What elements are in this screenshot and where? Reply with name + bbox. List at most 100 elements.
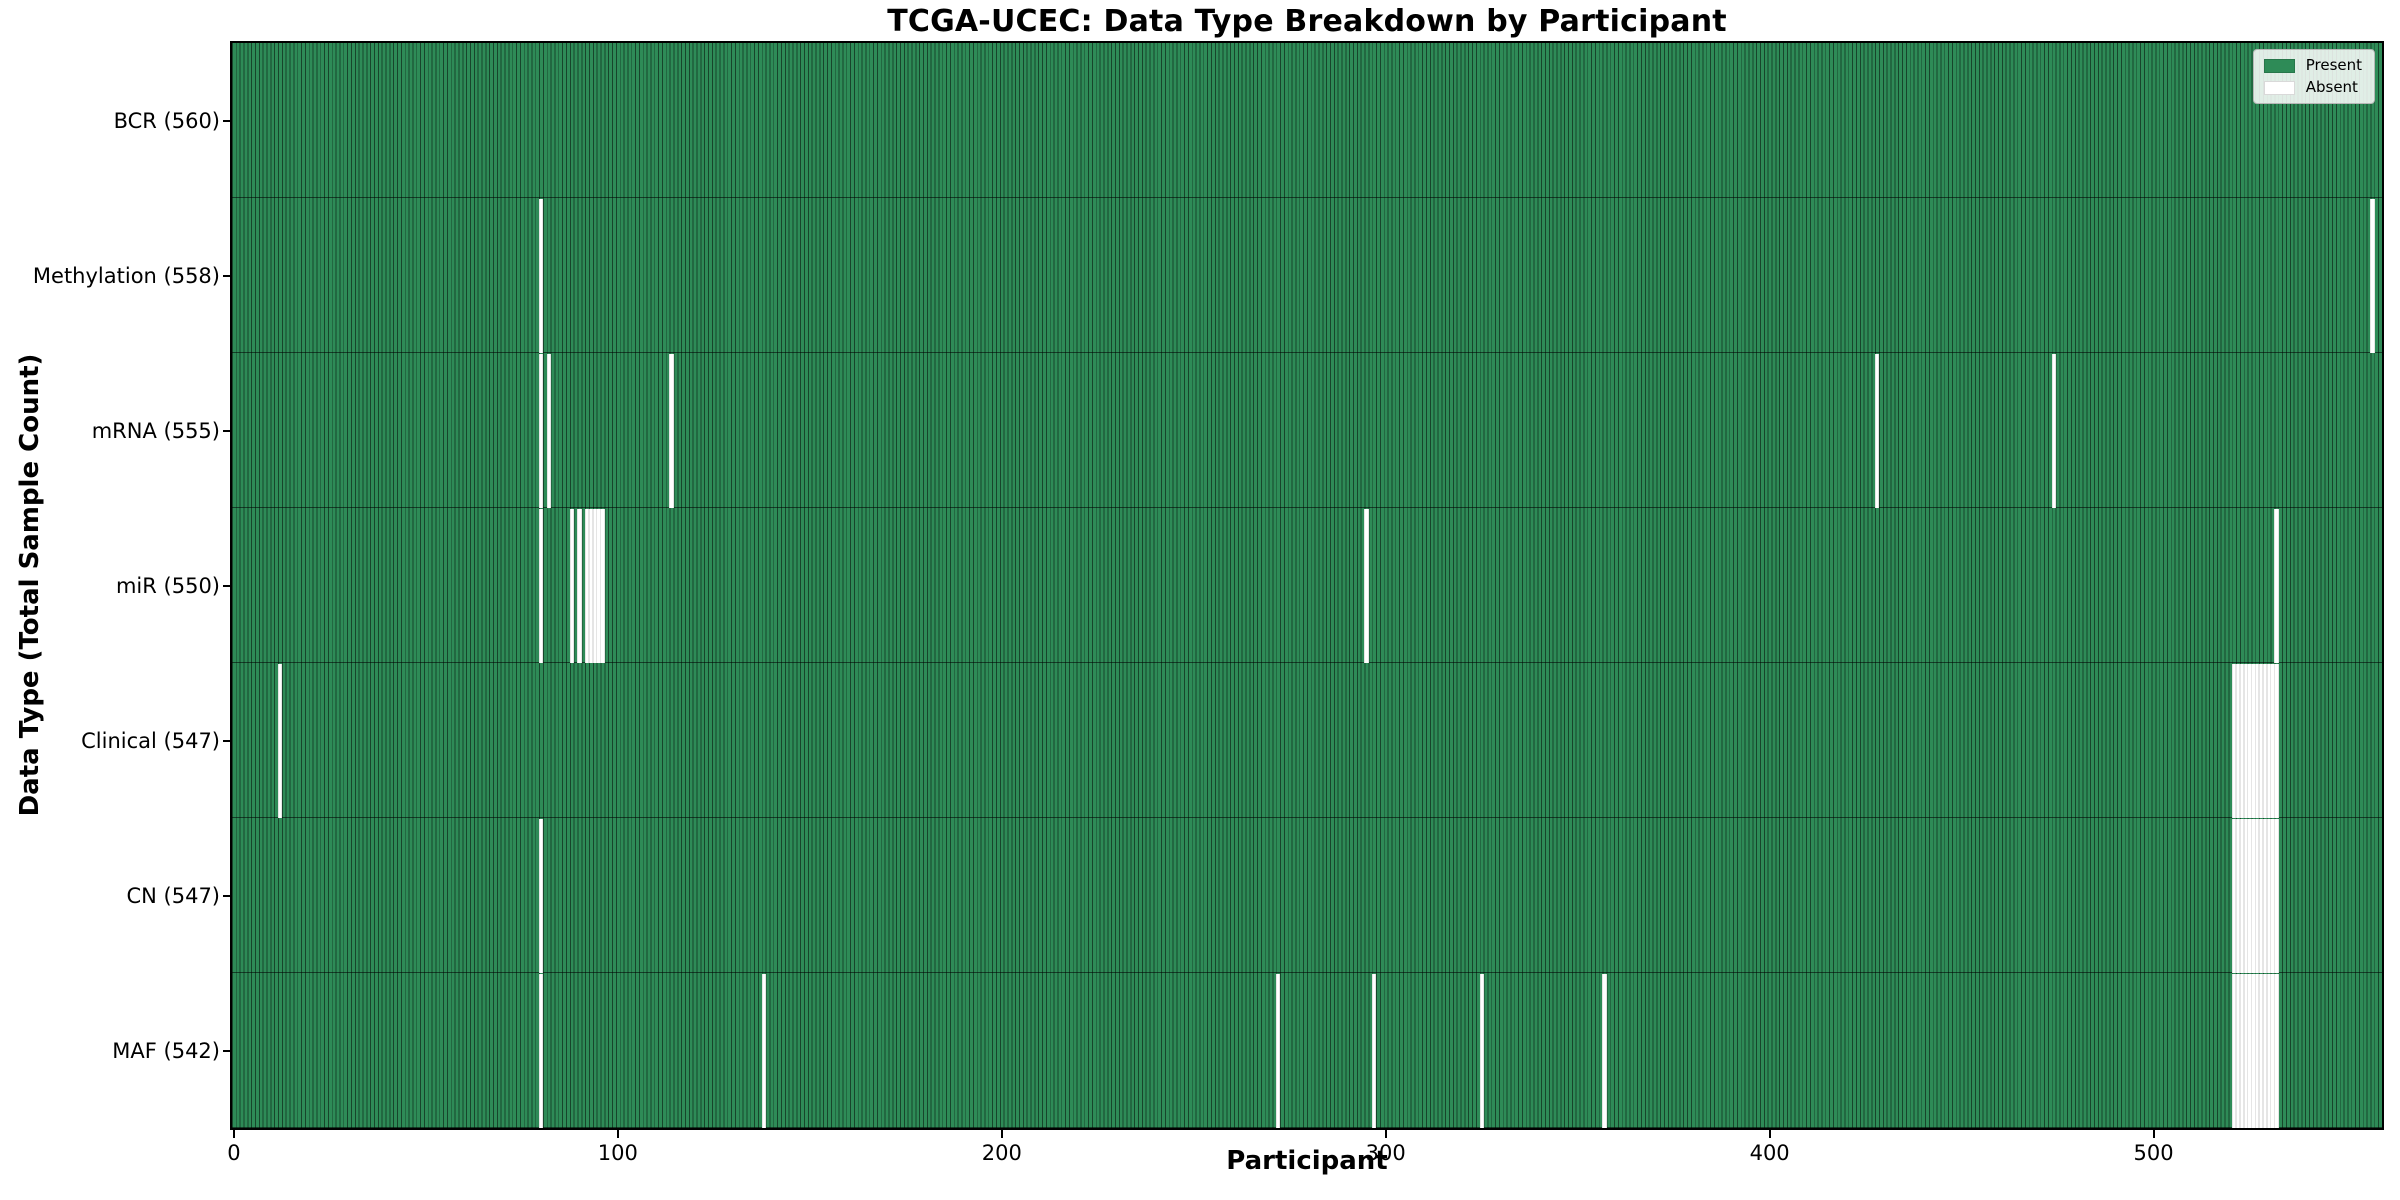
absent-gap xyxy=(2370,198,2375,353)
absent-gap xyxy=(538,198,544,353)
x-tick-mark xyxy=(616,1129,619,1138)
absent-gap xyxy=(2251,973,2256,1128)
x-tick-label: 300 xyxy=(1365,1141,1406,1165)
x-tick-label: 500 xyxy=(2133,1141,2174,1165)
legend-item-absent: Absent xyxy=(2263,78,2362,96)
absent-gap xyxy=(2239,663,2245,818)
absent-gap xyxy=(1276,973,1281,1128)
data-row xyxy=(232,353,2382,508)
legend-item-present: Present xyxy=(2263,56,2362,74)
absent-gap xyxy=(2258,973,2264,1128)
absent-gap xyxy=(669,353,674,508)
y-tick-label: CN (547) xyxy=(126,883,220,908)
x-tick-mark xyxy=(1000,1129,1003,1138)
absent-gap xyxy=(1874,353,1880,508)
absent-gap xyxy=(2239,973,2245,1128)
absent-gap xyxy=(2270,973,2275,1128)
absent-gap xyxy=(2235,663,2241,818)
y-tick-mark xyxy=(223,274,232,277)
absent-gap xyxy=(1479,973,1484,1128)
absent-gap xyxy=(2262,663,2268,818)
absent-gap xyxy=(2232,663,2237,818)
x-tick-mark xyxy=(1384,1129,1387,1138)
y-tick-mark xyxy=(223,1049,232,1052)
y-tick-label: mRNA (555) xyxy=(91,418,220,443)
absent-gap xyxy=(2274,818,2279,973)
data-row xyxy=(232,663,2382,818)
x-tick-mark xyxy=(2152,1129,2155,1138)
absent-gap xyxy=(538,818,544,973)
absent-gap xyxy=(2243,973,2248,1128)
absent-gap xyxy=(2051,353,2056,508)
absent-gap xyxy=(277,663,283,818)
y-tick-mark xyxy=(223,739,232,742)
data-row xyxy=(232,973,2382,1128)
absent-gap xyxy=(1602,973,1607,1128)
absent-gap xyxy=(600,508,605,663)
absent-gap xyxy=(2274,663,2279,818)
chart-title: TCGA-UCEC: Data Type Breakdown by Partic… xyxy=(887,4,1727,39)
absent-gap xyxy=(546,353,551,508)
absent-gap xyxy=(596,508,601,663)
y-tick-mark xyxy=(223,894,232,897)
absent-gap xyxy=(2247,663,2252,818)
absent-gap xyxy=(2255,818,2260,973)
absent-gap xyxy=(2235,818,2241,973)
absent-gap xyxy=(2258,663,2264,818)
x-tick-mark xyxy=(232,1129,235,1138)
x-tick-label: 0 xyxy=(227,1141,241,1165)
absent-gap xyxy=(2270,663,2275,818)
y-tick-mark xyxy=(223,119,232,122)
y-tick-mark xyxy=(223,429,232,432)
absent-gap xyxy=(569,508,574,663)
absent-gap xyxy=(538,508,544,663)
absent-gap xyxy=(2274,973,2279,1128)
data-row xyxy=(232,198,2382,353)
absent-gap xyxy=(2247,818,2252,973)
y-tick-label: Clinical (547) xyxy=(81,728,220,753)
absent-gap xyxy=(2251,663,2256,818)
x-tick-label: 200 xyxy=(981,1141,1022,1165)
y-tick-mark xyxy=(223,584,232,587)
absent-gap xyxy=(2258,818,2264,973)
absent-gap xyxy=(577,508,582,663)
legend-label-present: Present xyxy=(2305,56,2362,74)
absent-gap xyxy=(2243,818,2248,973)
absent-gap xyxy=(1364,508,1369,663)
absent-gap xyxy=(2232,973,2237,1128)
absent-gap xyxy=(584,508,590,663)
data-row xyxy=(232,43,2382,198)
absent-gap xyxy=(2262,818,2268,973)
absent-gap xyxy=(538,353,544,508)
data-row xyxy=(232,818,2382,973)
plot-area: Present Absent xyxy=(230,41,2384,1130)
x-tick-label: 100 xyxy=(597,1141,638,1165)
absent-gap xyxy=(2243,663,2248,818)
y-tick-label: Methylation (558) xyxy=(32,263,220,288)
absent-gap xyxy=(2251,818,2256,973)
absent-gap xyxy=(2266,973,2271,1128)
present-swatch-icon xyxy=(2263,58,2295,73)
absent-gap xyxy=(2247,973,2252,1128)
absent-gap xyxy=(592,508,597,663)
data-row xyxy=(232,508,2382,663)
absent-gap xyxy=(2270,818,2275,973)
legend: Present Absent xyxy=(2252,49,2375,104)
absent-gap xyxy=(2255,663,2260,818)
absent-gap xyxy=(588,508,594,663)
absent-gap xyxy=(2239,818,2245,973)
y-tick-label: MAF (542) xyxy=(112,1038,220,1063)
legend-label-absent: Absent xyxy=(2305,78,2358,96)
absent-gap xyxy=(2266,818,2271,973)
x-axis-label: Participant xyxy=(1226,1146,1388,1176)
absent-gap xyxy=(2235,973,2241,1128)
absent-gap xyxy=(2232,818,2237,973)
x-tick-label: 400 xyxy=(1749,1141,1790,1165)
absent-gap xyxy=(538,973,544,1128)
y-tick-label: miR (550) xyxy=(115,573,220,598)
absent-gap xyxy=(2262,973,2268,1128)
x-tick-mark xyxy=(1768,1129,1771,1138)
y-tick-label: BCR (560) xyxy=(113,108,220,133)
absent-gap xyxy=(2266,663,2271,818)
absent-gap xyxy=(761,973,766,1128)
